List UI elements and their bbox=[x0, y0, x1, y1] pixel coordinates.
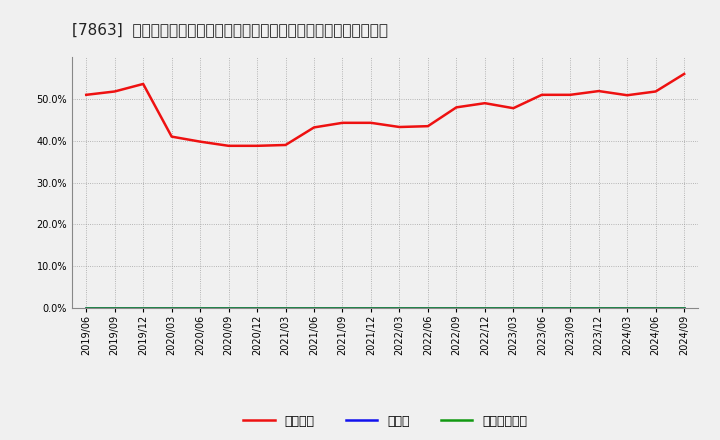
繰延税金資産 bbox=[366, 305, 375, 311]
のれん bbox=[452, 305, 461, 311]
自己資本 bbox=[253, 143, 261, 148]
のれん bbox=[423, 305, 432, 311]
のれん bbox=[310, 305, 318, 311]
自己資本 bbox=[423, 124, 432, 129]
のれん bbox=[395, 305, 404, 311]
自己資本 bbox=[225, 143, 233, 148]
のれん bbox=[196, 305, 204, 311]
Legend: 自己資本, のれん, 繰延税金資産: 自己資本, のれん, 繰延税金資産 bbox=[238, 410, 532, 433]
繰延税金資産 bbox=[623, 305, 631, 311]
のれん bbox=[680, 305, 688, 311]
のれん bbox=[566, 305, 575, 311]
繰延税金資産 bbox=[595, 305, 603, 311]
自己資本 bbox=[566, 92, 575, 97]
自己資本 bbox=[82, 92, 91, 97]
自己資本 bbox=[680, 71, 688, 77]
自己資本 bbox=[480, 100, 489, 106]
繰延税金資産 bbox=[680, 305, 688, 311]
繰延税金資産 bbox=[167, 305, 176, 311]
のれん bbox=[338, 305, 347, 311]
自己資本 bbox=[110, 89, 119, 94]
繰延税金資産 bbox=[423, 305, 432, 311]
自己資本 bbox=[537, 92, 546, 97]
繰延税金資産 bbox=[566, 305, 575, 311]
繰延税金資産 bbox=[139, 305, 148, 311]
繰延税金資産 bbox=[310, 305, 318, 311]
Line: 自己資本: 自己資本 bbox=[86, 74, 684, 146]
繰延税金資産 bbox=[282, 305, 290, 311]
繰延税金資産 bbox=[652, 305, 660, 311]
自己資本 bbox=[652, 89, 660, 94]
のれん bbox=[652, 305, 660, 311]
自己資本 bbox=[310, 125, 318, 130]
繰延税金資産 bbox=[196, 305, 204, 311]
のれん bbox=[480, 305, 489, 311]
自己資本 bbox=[595, 88, 603, 94]
のれん bbox=[623, 305, 631, 311]
のれん bbox=[110, 305, 119, 311]
自己資本 bbox=[452, 105, 461, 110]
繰延税金資産 bbox=[338, 305, 347, 311]
繰延税金資産 bbox=[509, 305, 518, 311]
繰延税金資産 bbox=[480, 305, 489, 311]
のれん bbox=[167, 305, 176, 311]
自己資本 bbox=[623, 92, 631, 98]
繰延税金資産 bbox=[395, 305, 404, 311]
繰延税金資産 bbox=[82, 305, 91, 311]
のれん bbox=[225, 305, 233, 311]
のれん bbox=[282, 305, 290, 311]
Text: [7863]  自己資本、のれん、繰延税金資産の総資産に対する比率の推移: [7863] 自己資本、のれん、繰延税金資産の総資産に対する比率の推移 bbox=[72, 22, 388, 37]
のれん bbox=[82, 305, 91, 311]
自己資本 bbox=[509, 106, 518, 111]
繰延税金資産 bbox=[225, 305, 233, 311]
自己資本 bbox=[282, 142, 290, 147]
繰延税金資産 bbox=[110, 305, 119, 311]
のれん bbox=[509, 305, 518, 311]
のれん bbox=[366, 305, 375, 311]
のれん bbox=[253, 305, 261, 311]
のれん bbox=[595, 305, 603, 311]
自己資本 bbox=[366, 120, 375, 125]
自己資本 bbox=[338, 120, 347, 125]
自己資本 bbox=[395, 125, 404, 130]
繰延税金資産 bbox=[253, 305, 261, 311]
自己資本 bbox=[196, 139, 204, 144]
自己資本 bbox=[139, 81, 148, 87]
繰延税金資産 bbox=[452, 305, 461, 311]
のれん bbox=[537, 305, 546, 311]
繰延税金資産 bbox=[537, 305, 546, 311]
のれん bbox=[139, 305, 148, 311]
自己資本 bbox=[167, 134, 176, 139]
